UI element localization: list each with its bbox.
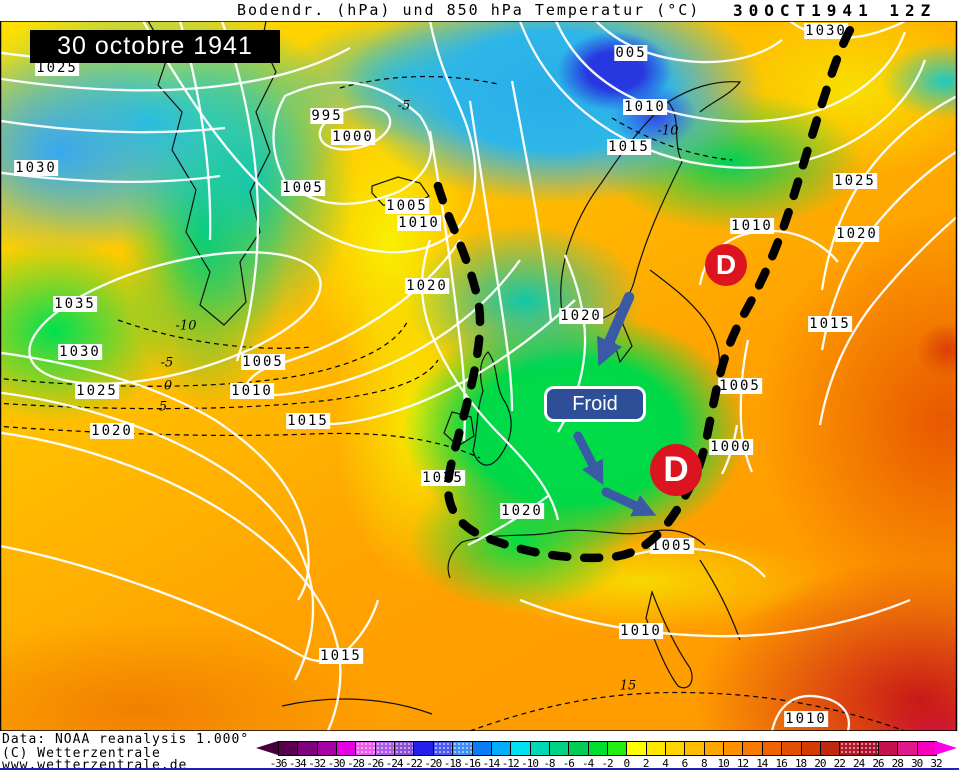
colorbar-segment — [587, 741, 608, 756]
footer-bar: Data: NOAA reanalysis 1.000° (C) Wetterz… — [0, 731, 959, 770]
colorbar-tick: 10 — [717, 757, 729, 770]
colorbar-segment — [413, 741, 434, 756]
colorbar-tick: -18 — [443, 757, 462, 770]
colorbar-tick: -6 — [562, 757, 575, 770]
colorbar-tick: 22 — [833, 757, 846, 770]
colorbar-segment — [432, 741, 454, 756]
date-overlay: 30 octobre 1941 — [30, 30, 280, 63]
colorbar-segment — [877, 741, 899, 756]
colorbar-segment — [316, 741, 338, 756]
colorbar-segment — [548, 741, 570, 756]
colorbar-segment — [529, 741, 550, 756]
colorbar-segment — [781, 741, 802, 756]
colorbar-tick: -8 — [543, 757, 555, 770]
colorbar-tick: 2 — [642, 757, 650, 770]
cold-label: Froid — [544, 386, 646, 422]
colorbar-tick: -32 — [308, 757, 326, 770]
colorbar-segment — [684, 741, 705, 756]
colorbar-segment — [703, 741, 725, 756]
colorbar-segment — [839, 741, 860, 756]
colorbar-segment — [819, 741, 841, 756]
colorbar-tick: 32 — [930, 757, 942, 770]
low-pressure-marker: D — [705, 244, 747, 286]
colorbar-tick: 30 — [911, 757, 923, 770]
colorbar-segment — [665, 741, 686, 756]
temperature-field — [0, 21, 957, 731]
colorbar-right-arrow — [935, 741, 957, 755]
colorbar-segment — [394, 741, 415, 756]
colorbar-tick: -4 — [582, 757, 594, 770]
colorbar-tick: -16 — [463, 757, 481, 770]
colorbar-segment — [723, 741, 744, 756]
colorbar-segment — [742, 741, 763, 756]
colorbar-tick: 28 — [891, 757, 904, 770]
colorbar-tick: -24 — [385, 757, 404, 770]
colorbar-segment — [800, 741, 821, 756]
colorbar-segment — [355, 741, 376, 756]
low-pressure-marker: D — [650, 444, 702, 496]
colorbar-tick: 6 — [681, 757, 689, 770]
colorbar-tick: 0 — [623, 757, 631, 770]
colorbar-segment — [490, 741, 512, 756]
map-title: Bodendr. (hPa) und 850 hPa Temperatur (°… — [237, 1, 701, 19]
colorbar-segment — [471, 741, 492, 756]
colorbar-tick: -2 — [601, 757, 613, 770]
colorbar-tick: 12 — [736, 757, 749, 770]
colorbar-segment — [897, 741, 918, 756]
colorbar-segment — [452, 741, 473, 756]
colorbar-tick: 20 — [814, 757, 826, 770]
colorbar-segment — [510, 741, 531, 756]
colorbar-tick: 18 — [794, 757, 807, 770]
colorbar-segment — [916, 741, 937, 756]
colorbar-segment — [374, 741, 396, 756]
colorbar-tick: 24 — [852, 757, 865, 770]
website-text: www.wetterzentrale.de — [2, 758, 188, 770]
bottom-rule — [0, 768, 959, 770]
colorbar-segment — [761, 741, 783, 756]
colorbar-tick: 26 — [872, 757, 884, 770]
colorbar-left-arrow — [256, 741, 278, 755]
colorbar-tick: -36 — [269, 757, 288, 770]
map-datetime: 30OCT1941 12Z — [733, 1, 937, 20]
header-bar: Bodendr. (hPa) und 850 hPa Temperatur (°… — [0, 0, 959, 21]
colorbar-segment — [568, 741, 589, 756]
colorbar-segment — [607, 741, 628, 756]
colorbar-tick: 4 — [662, 757, 669, 770]
colorbar-tick: -28 — [346, 757, 365, 770]
colorbar-segment — [645, 741, 667, 756]
colorbar-tick: 8 — [700, 757, 708, 770]
colorbar-tick: -30 — [327, 757, 346, 770]
colorbar-tick: -14 — [482, 757, 500, 770]
colorbar-segment — [278, 741, 299, 756]
colorbar-tick: -26 — [366, 757, 384, 770]
colorbar-tick: -34 — [288, 757, 307, 770]
colorbar-tick: -22 — [405, 757, 423, 770]
colorbar-segment — [297, 741, 318, 756]
colorbar-tick: -12 — [501, 757, 520, 770]
colorbar-tick: -10 — [521, 757, 539, 770]
data-source-text: Data: NOAA reanalysis 1.000° — [2, 732, 250, 747]
copyright-text: (C) Wetterzentrale — [2, 746, 161, 761]
colorbar-tick: 16 — [775, 757, 788, 770]
colorbar-tick: -20 — [424, 757, 442, 770]
colorbar-segment — [626, 741, 647, 756]
colorbar-tick: 14 — [756, 757, 768, 770]
colorbar-segment — [858, 741, 879, 756]
temperature-colorbar: -36 -34 -32 -30 -28 -26 -24 -22 -20 -18 -16 -14 -12-… — [0, 731, 959, 770]
colorbar-segment — [336, 741, 357, 756]
